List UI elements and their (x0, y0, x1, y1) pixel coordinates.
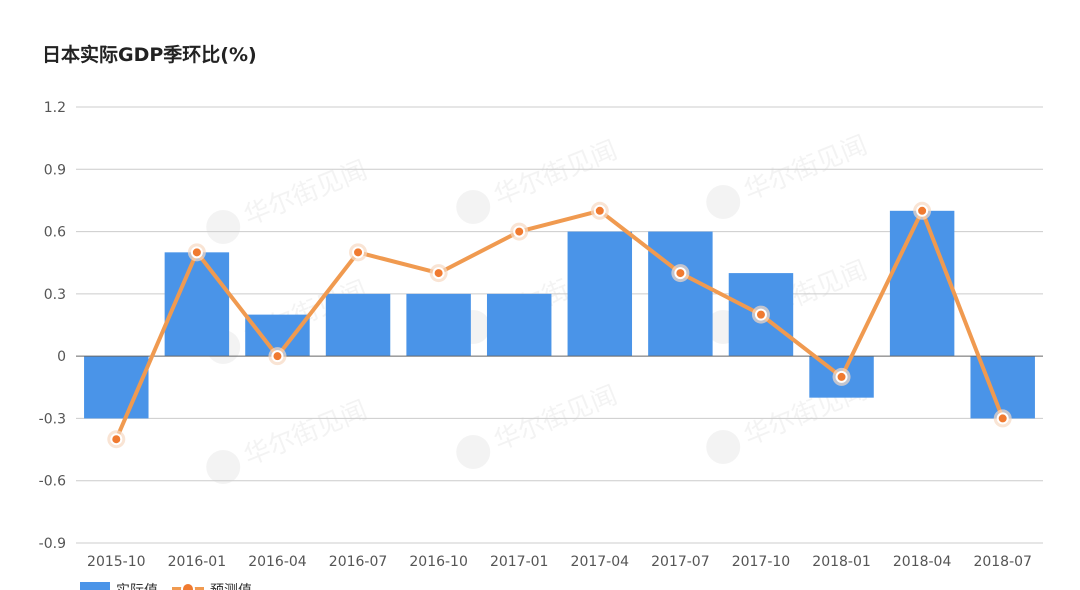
x-tick-label: 2015-10 (87, 554, 146, 570)
watermark-logo-icon (206, 449, 241, 484)
watermark-text: 华尔街见闻 (240, 155, 372, 232)
x-tick-label: 2018-01 (812, 554, 871, 570)
watermark-logo-icon (456, 189, 491, 224)
watermark-logo-icon (706, 429, 741, 464)
x-tick-label: 2016-01 (168, 554, 227, 570)
bar (889, 210, 955, 357)
data-point (754, 308, 767, 321)
y-axis-ticks: 1.2 0.9 0.6 0.3 0 -0.3 -0.6 -0.9 (39, 100, 66, 552)
watermark: 华尔街见闻 (206, 155, 372, 244)
watermark: 华尔街见闻 (456, 380, 622, 469)
watermark: 华尔街见闻 (206, 395, 372, 484)
y-tick-label: 1.2 (44, 100, 66, 116)
data-point (593, 204, 606, 217)
bar (325, 293, 391, 357)
x-axis-ticks: 2015-10 2016-01 2016-04 2016-07 2016-10 2017-… (87, 554, 1032, 570)
bar (406, 293, 471, 357)
data-point (432, 267, 445, 280)
y-tick-label: 0 (57, 349, 66, 365)
watermark-text: 华尔街见闻 (740, 130, 872, 207)
watermark-text: 华尔街见闻 (490, 135, 622, 212)
bar (648, 231, 713, 357)
chart-title: 日本实际GDP季环比(%) (42, 44, 257, 66)
data-point (110, 433, 123, 446)
y-tick-label: -0.9 (39, 536, 66, 552)
watermark-text: 华尔街见闻 (240, 395, 372, 472)
watermark-logo-icon (706, 184, 741, 219)
x-tick-label: 2018-07 (973, 554, 1032, 570)
bar (486, 293, 552, 357)
data-point (513, 225, 526, 238)
watermark: 华尔街见闻 (706, 130, 872, 219)
x-tick-label: 2016-04 (248, 554, 307, 570)
data-point (916, 204, 929, 217)
x-tick-label: 2017-04 (571, 554, 630, 570)
y-tick-label: -0.3 (39, 411, 66, 427)
data-point (996, 412, 1009, 425)
data-point (271, 350, 284, 363)
x-tick-label: 2016-10 (409, 554, 468, 570)
bar (567, 231, 633, 357)
forecast-line (114, 208, 1005, 440)
y-tick-label: 0.3 (44, 287, 66, 303)
data-point (352, 246, 365, 259)
x-tick-label: 2018-04 (893, 554, 952, 570)
legend: 实际值 预测值 (80, 582, 252, 590)
y-tick-label: -0.6 (39, 474, 66, 490)
legend-label-actual: 实际值 (116, 583, 158, 590)
x-tick-label: 2016-07 (329, 554, 388, 570)
y-tick-label: 0.9 (44, 162, 66, 178)
legend-bar-swatch (80, 582, 110, 590)
watermark-logo-icon (206, 209, 241, 244)
legend-point-icon (181, 582, 195, 590)
data-point (190, 246, 203, 259)
line-series (107, 201, 1012, 449)
y-tick-label: 0.6 (44, 225, 66, 241)
data-point (674, 267, 687, 280)
watermark-logo-icon (456, 434, 491, 469)
bar-series (84, 210, 1035, 419)
x-tick-label: 2017-07 (651, 554, 710, 570)
x-tick-label: 2017-01 (490, 554, 549, 570)
x-tick-label: 2017-10 (732, 554, 791, 570)
data-point (835, 370, 848, 383)
legend-label-forecast: 预测值 (210, 583, 252, 590)
